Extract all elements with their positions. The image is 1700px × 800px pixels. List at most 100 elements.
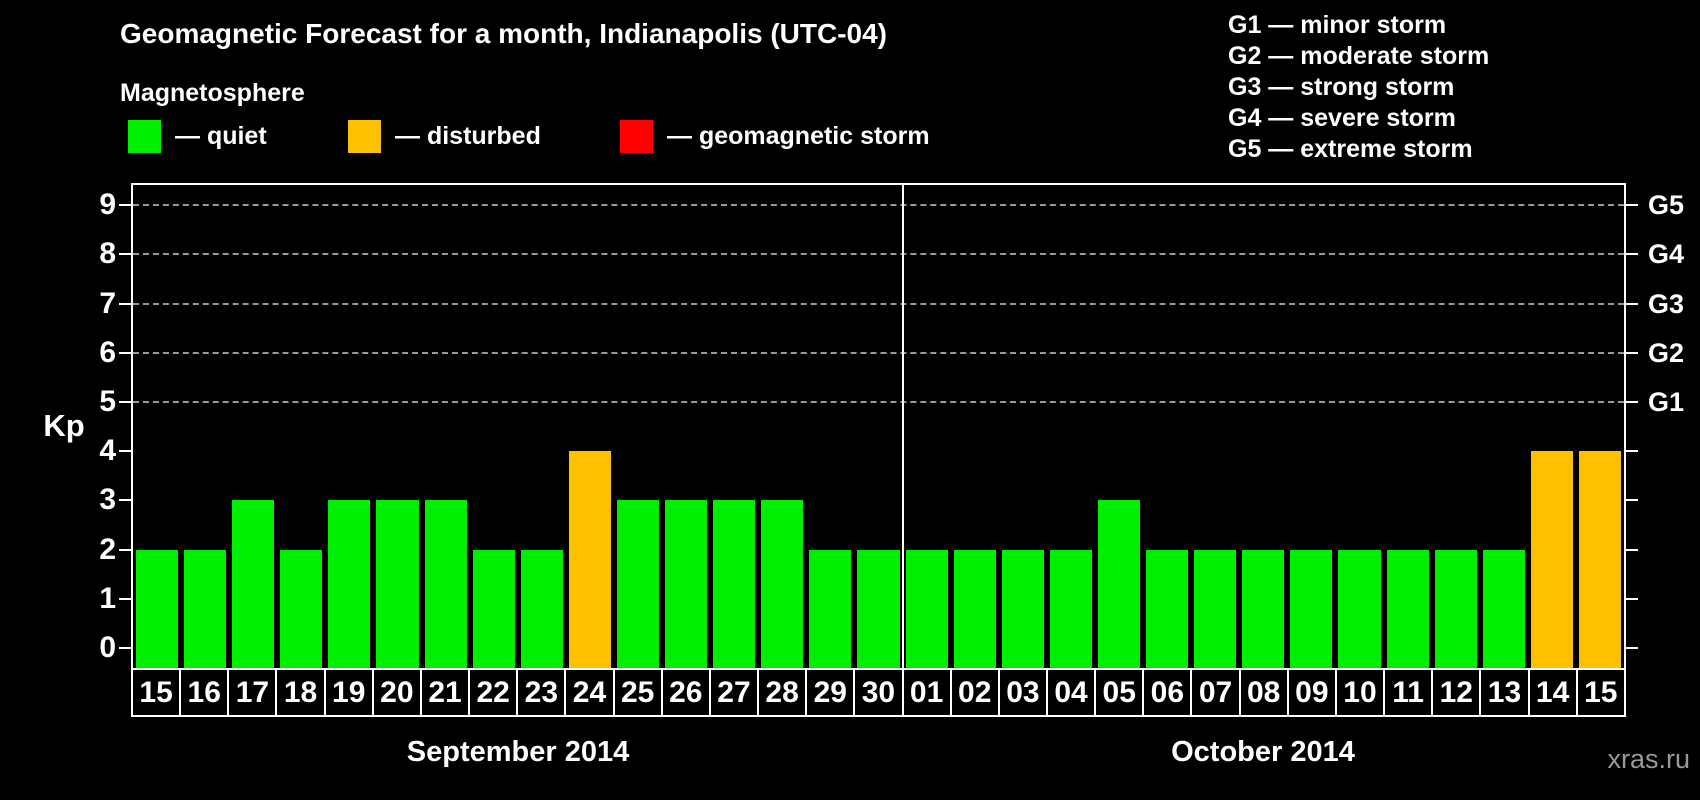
date-cell-03: 03 (997, 668, 1048, 717)
date-cell-07: 07 (1190, 668, 1241, 717)
date-cell-30: 30 (853, 668, 904, 717)
bar-day-26 (665, 500, 708, 668)
chart-title: Geomagnetic Forecast for a month, Indian… (120, 18, 887, 49)
g3-legend-line: G3 — strong storm (1228, 73, 1455, 101)
right-tick-kp7 (1626, 302, 1638, 305)
month-divider (901, 185, 904, 668)
right-tick-kp0 (1626, 647, 1638, 649)
y-tick-label-3: 3 (99, 483, 116, 517)
bar-day-03 (1001, 549, 1044, 668)
date-cell-13: 13 (1479, 668, 1530, 717)
date-cell-25: 25 (612, 668, 663, 717)
gridline-kp9 (133, 204, 1624, 207)
date-cell-19: 19 (323, 668, 374, 717)
bar-day-25 (616, 500, 660, 668)
bar-day-28 (761, 500, 804, 668)
left-tick-kp6 (119, 351, 131, 354)
left-tick-kp9 (119, 204, 131, 207)
watermark: xras.ru (1607, 744, 1690, 774)
chart-subtitle: Magnetosphere (120, 79, 305, 107)
bar-day-07 (1194, 549, 1237, 668)
date-cell-06: 06 (1142, 668, 1193, 717)
bar-day-14 (1530, 451, 1573, 668)
left-tick-kp1 (119, 597, 131, 600)
bar-day-27 (713, 500, 756, 668)
bar-day-13 (1482, 549, 1525, 668)
bar-day-18 (280, 549, 323, 668)
bar-day-19 (328, 500, 371, 668)
legend-item-storm: — geomagnetic storm (620, 119, 930, 153)
bar-day-10 (1338, 549, 1381, 668)
quiet-swatch-icon (128, 119, 161, 153)
y-tick-label-0: 0 (99, 631, 116, 664)
date-cell-16: 16 (179, 668, 230, 717)
month-label-september: September 2014 (406, 736, 630, 768)
legend-label-disturbed: — disturbed (395, 121, 541, 150)
date-cell-05: 05 (1094, 668, 1145, 717)
bar-day-09 (1290, 549, 1333, 668)
bar-day-30 (857, 549, 900, 668)
right-axis-label-G2: G2 (1648, 337, 1685, 368)
date-cell-14: 14 (1527, 668, 1578, 717)
legend-item-quiet: — quiet (128, 119, 267, 153)
y-tick-label-8: 8 (99, 237, 116, 271)
legend-item-disturbed: — disturbed (348, 119, 541, 153)
date-cell-23: 23 (516, 668, 567, 717)
left-tick-kp2 (119, 548, 131, 551)
storm-swatch-icon (620, 119, 653, 153)
date-cell-02: 02 (949, 668, 1000, 717)
g5-legend-line: G5 — extreme storm (1228, 135, 1473, 163)
legend-label-storm: — geomagnetic storm (667, 121, 930, 150)
g-scale-legend: G1 — minor storm G2 — moderate storm G3 … (1228, 10, 1489, 165)
left-tick-kp4 (119, 450, 131, 453)
date-cell-08: 08 (1238, 668, 1289, 717)
bar-day-05 (1097, 500, 1141, 668)
bar-day-22 (472, 549, 515, 668)
date-cell-24: 24 (564, 668, 615, 717)
date-row: 15 16 17 18 19 20 21 22 23 24 25 26 27 28 29 30 01 02 03 04… (131, 668, 1626, 717)
g4-legend-line: G4 — severe storm (1228, 104, 1456, 132)
y-axis-title: Kp (43, 408, 85, 443)
date-cell-22: 22 (468, 668, 519, 717)
bar-day-04 (1049, 549, 1092, 668)
bar-day-11 (1386, 549, 1429, 668)
bar-day-16 (184, 549, 227, 668)
legend-label-quiet: — quiet (175, 121, 267, 150)
g2-legend-line: G2 — moderate storm (1228, 42, 1490, 70)
right-tick-kp1 (1626, 597, 1638, 600)
plot-area (131, 183, 1626, 670)
date-cell-20: 20 (371, 668, 422, 717)
date-cell-28: 28 (757, 668, 808, 717)
right-axis-label-G1: G1 (1648, 387, 1685, 417)
right-axis-label-G3: G3 (1648, 288, 1685, 319)
date-cell-09: 09 (1286, 668, 1337, 717)
right-tick-kp2 (1626, 548, 1638, 551)
gridline-kp8 (133, 253, 1624, 256)
y-tick-label-1: 1 (99, 581, 116, 615)
date-cell-27: 27 (708, 668, 760, 717)
right-tick-kp8 (1626, 253, 1638, 256)
y-tick-label-9: 9 (99, 188, 116, 222)
bar-day-20 (376, 500, 419, 668)
bar-day-08 (1242, 549, 1285, 668)
date-cell-15: 15 (1575, 668, 1626, 717)
bar-day-06 (1146, 549, 1189, 668)
left-tick-kp7 (119, 302, 131, 305)
gridline-kp5 (133, 401, 1624, 403)
bar-day-24 (568, 451, 611, 668)
bar-day-23 (520, 549, 563, 668)
right-axis-label-G5: G5 (1648, 190, 1685, 221)
bar-day-21 (424, 500, 467, 668)
gridline-kp6 (133, 351, 1624, 354)
right-tick-kp6 (1626, 351, 1638, 354)
date-cell-21: 21 (419, 668, 471, 717)
right-axis-label-G4: G4 (1648, 239, 1685, 270)
left-tick-kp8 (119, 253, 131, 256)
date-cell-26: 26 (660, 668, 711, 717)
y-tick-label-2: 2 (99, 532, 116, 566)
right-tick-kp3 (1626, 499, 1638, 502)
date-cell-01: 01 (901, 668, 952, 717)
date-cell-18: 18 (275, 668, 326, 717)
date-cell-10: 10 (1334, 668, 1386, 717)
